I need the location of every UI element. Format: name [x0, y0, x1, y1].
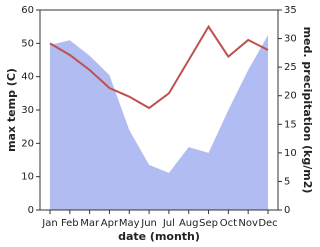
y2-tick-label: 15: [284, 119, 297, 130]
y2-tick-label: 25: [284, 62, 297, 73]
y2-tick-label: 30: [284, 34, 297, 45]
x-tick-label: Jan: [41, 218, 57, 229]
x-tick-label: Sep: [199, 218, 218, 229]
temperature-line: [49, 24, 269, 110]
y2-tick-label: 35: [284, 5, 297, 16]
y-tick-label: 0: [28, 205, 34, 216]
x-tick-label: Aug: [179, 218, 199, 229]
x-tick-label: Apr: [101, 218, 119, 229]
x-tick-label: Nov: [238, 218, 258, 229]
y-axis-title: max temp (C): [5, 68, 18, 152]
y2-axis-title: med. precipitation (kg/m2): [301, 27, 314, 194]
x-axis-title: date (month): [118, 230, 200, 243]
y-tick-label: 40: [21, 72, 34, 83]
y2-tick-label: 0: [284, 205, 290, 216]
y-tick-label: 20: [21, 138, 34, 149]
x-tick-label: Feb: [61, 218, 79, 229]
y2-tick-label: 5: [284, 176, 290, 187]
y-tick-label: 50: [21, 38, 34, 49]
x-tick-label: Dec: [258, 218, 277, 229]
y-tick-label: 10: [21, 172, 34, 183]
x-tick-label: Oct: [220, 218, 237, 229]
y2-tick-label: 10: [284, 148, 297, 159]
x-tick-label: Jul: [162, 218, 175, 229]
x-tick-label: Jun: [140, 218, 157, 229]
precipitation-area: [50, 35, 268, 211]
y2-tick-label: 20: [284, 91, 297, 102]
y-tick-label: 30: [21, 105, 34, 116]
x-tick-label: May: [119, 218, 140, 229]
x-tick-label: Mar: [80, 218, 100, 229]
y-tick-label: 60: [21, 5, 34, 16]
